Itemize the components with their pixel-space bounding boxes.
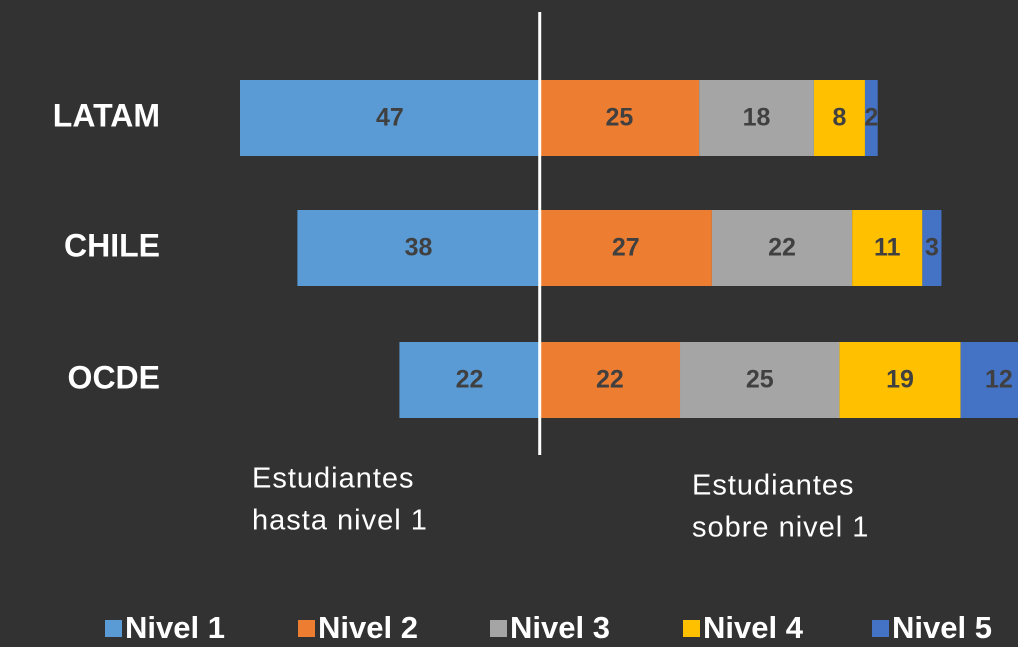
bar-segment [852,210,923,286]
value-label: 25 [606,104,634,132]
bar-segment [399,342,540,418]
legend-label: Nivel 4 [703,610,804,645]
legend-swatch [683,620,700,637]
bar-segment [539,342,681,418]
value-label: 27 [612,234,640,262]
value-label: 19 [886,366,914,394]
bar-segment [960,342,1018,418]
value-label: 12 [985,366,1013,394]
legend-label: Nivel 1 [125,610,225,645]
bar-segment [539,210,712,286]
category-label: LATAM [53,97,160,133]
value-label: 11 [874,234,901,262]
bar-segment [839,342,961,418]
legend-label: Nivel 5 [892,610,992,645]
legend-swatch [298,620,315,637]
legend-swatch [105,620,122,637]
bar-segment [711,210,853,286]
bar-segment [864,80,878,156]
bar-segment [699,80,814,156]
legend-label: Nivel 2 [318,610,418,645]
value-label: 47 [376,104,404,132]
bar-segment [539,80,700,156]
legend-label: Nivel 3 [510,610,610,645]
value-label: 8 [832,104,846,132]
value-label: 22 [768,234,796,262]
value-label: 38 [405,234,433,262]
bar-segment [240,80,540,156]
category-label: CHILE [64,227,160,263]
value-label: 3 [925,234,939,262]
category-label: OCDE [68,359,160,395]
annotation: hasta nivel 1 [252,505,428,537]
value-label: 22 [596,366,624,394]
bar-segment [922,210,942,286]
legend-swatch [872,620,889,637]
annotation: sobre nivel 1 [692,512,869,544]
bar-segment [297,210,540,286]
bar-segment [813,80,865,156]
value-label: 2 [864,104,878,132]
annotation: Estudiantes [252,463,415,495]
annotation: Estudiantes [692,470,855,502]
legend-swatch [490,620,507,637]
value-label: 22 [456,366,484,394]
value-label: 25 [746,366,774,394]
bar-segment [680,342,840,418]
value-label: 18 [743,104,771,132]
